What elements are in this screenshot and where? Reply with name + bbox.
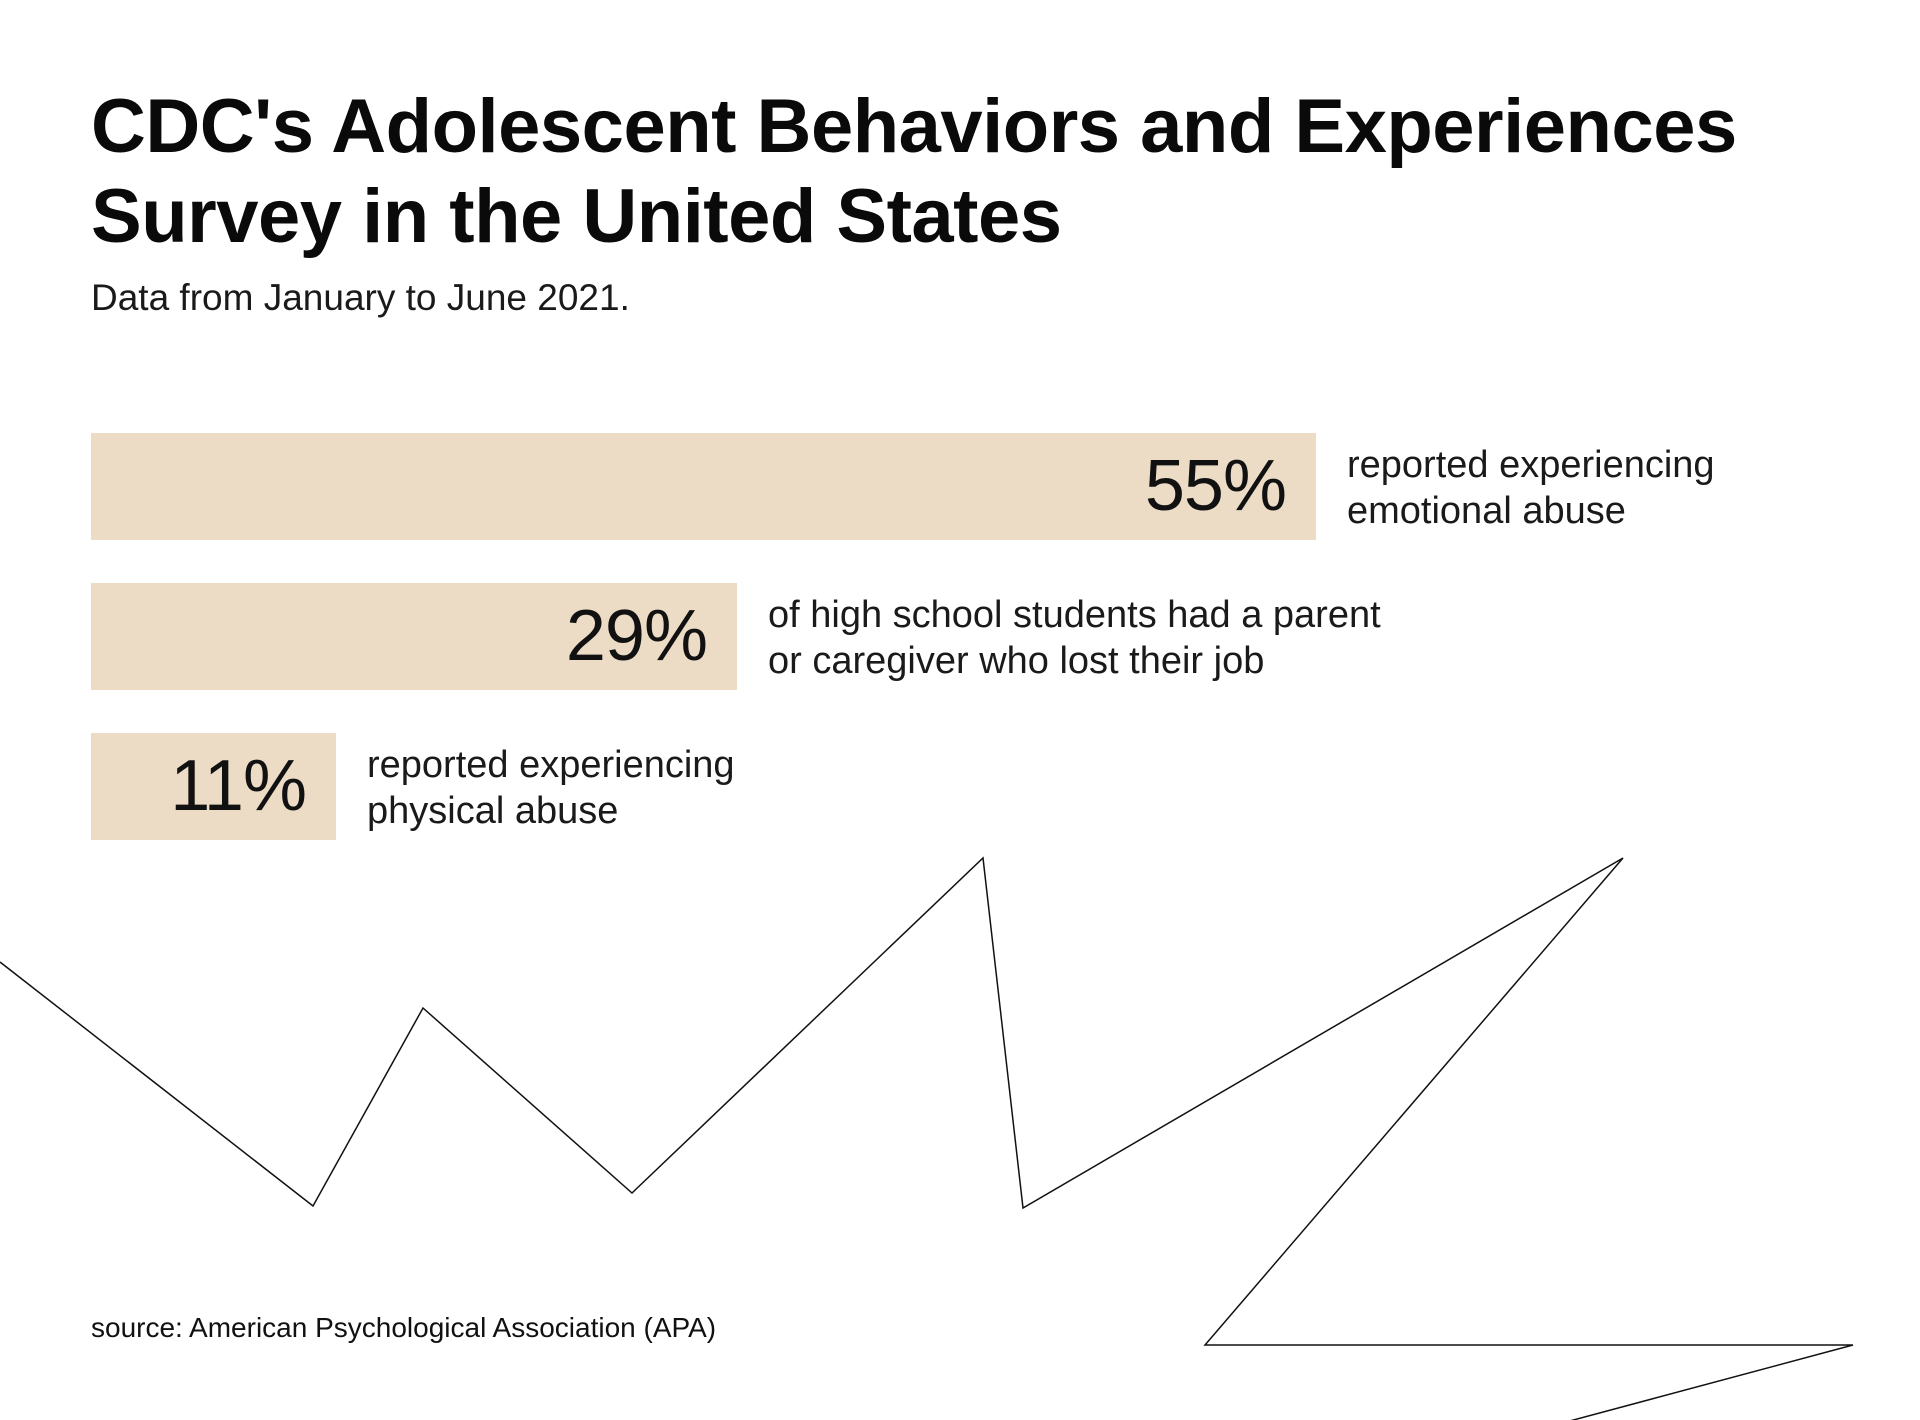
bar-category-label-line: physical abuse <box>367 790 619 832</box>
bar-category-label-line: reported experiencing <box>367 744 735 786</box>
bar-category-label: reported experiencing physical abuse <box>367 742 887 834</box>
bar-category-label-line: or caregiver who lost their job <box>768 640 1265 682</box>
source-note: source: American Psychological Associati… <box>91 1312 717 1343</box>
bar-category-label: of high school students had a parent or … <box>768 592 1381 684</box>
bar-physical-abuse: 11% <box>91 733 336 840</box>
bar-value-label: 55% <box>1144 446 1287 526</box>
bar-category-label: reported experiencing emotional abuse <box>1347 442 1867 534</box>
bar-emotional-abuse: 55% <box>91 433 1316 540</box>
bar-value-label: 11% <box>170 746 307 826</box>
bar-value-label: 29% <box>565 596 708 676</box>
bar-category-label-line: reported experiencing <box>1347 444 1715 486</box>
bar-parent-job-loss: 29% <box>91 583 737 690</box>
chart-title: CDC's Adolescent Behaviors and Experienc… <box>91 84 1737 259</box>
zigzag-polyline <box>0 856 1854 1420</box>
chart-subtitle: Data from January to June 2021. <box>91 277 630 318</box>
bar-category-label-line: emotional abuse <box>1347 490 1626 532</box>
bar-category-label-line: of high school students had a parent <box>768 594 1381 636</box>
